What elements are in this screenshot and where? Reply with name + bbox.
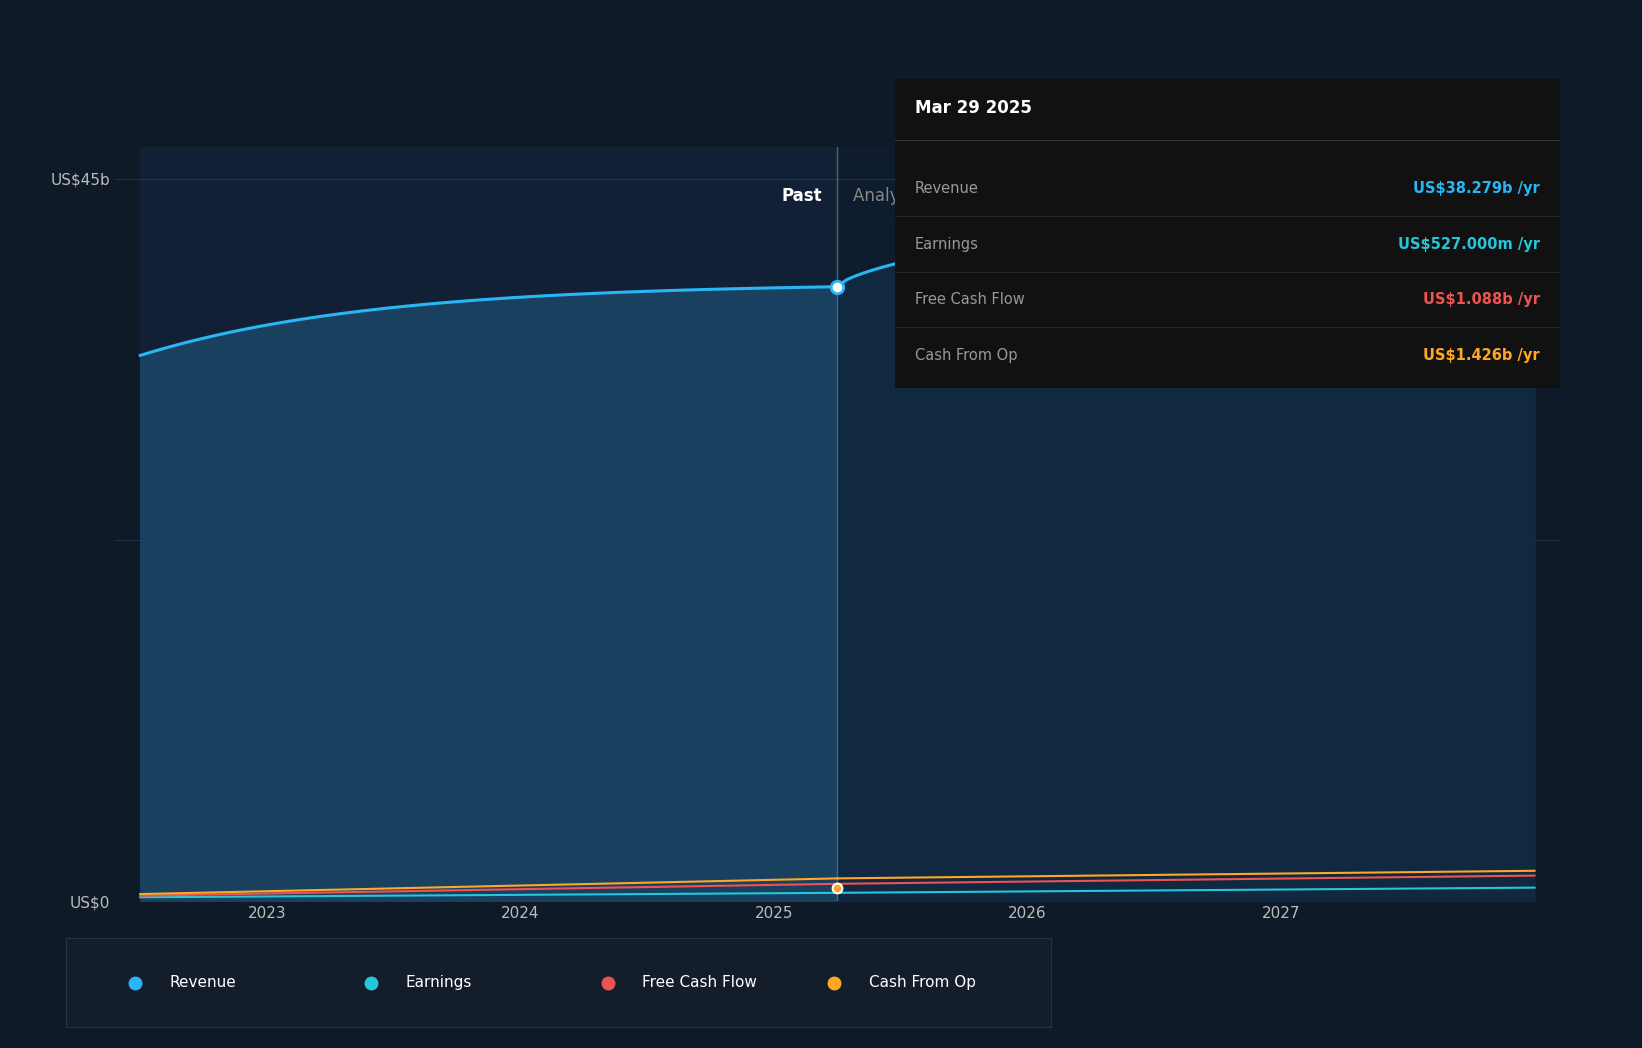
Text: Free Cash Flow: Free Cash Flow — [915, 292, 1025, 307]
Text: Revenue: Revenue — [915, 181, 979, 196]
Text: Cash From Op: Cash From Op — [869, 975, 975, 990]
Text: US$1.426b /yr: US$1.426b /yr — [1424, 348, 1540, 363]
Text: Earnings: Earnings — [915, 237, 979, 252]
Text: US$527.000m /yr: US$527.000m /yr — [1397, 237, 1540, 252]
Text: Revenue: Revenue — [169, 975, 236, 990]
Text: US$38.279b /yr: US$38.279b /yr — [1414, 181, 1540, 196]
Text: US$1.088b /yr: US$1.088b /yr — [1424, 292, 1540, 307]
Text: Mar 29 2025: Mar 29 2025 — [915, 99, 1031, 117]
Text: Analysts Forecasts: Analysts Forecasts — [852, 187, 1008, 204]
Text: Past: Past — [782, 187, 823, 204]
Text: Earnings: Earnings — [406, 975, 471, 990]
Text: Free Cash Flow: Free Cash Flow — [642, 975, 757, 990]
Text: Cash From Op: Cash From Op — [915, 348, 1018, 363]
